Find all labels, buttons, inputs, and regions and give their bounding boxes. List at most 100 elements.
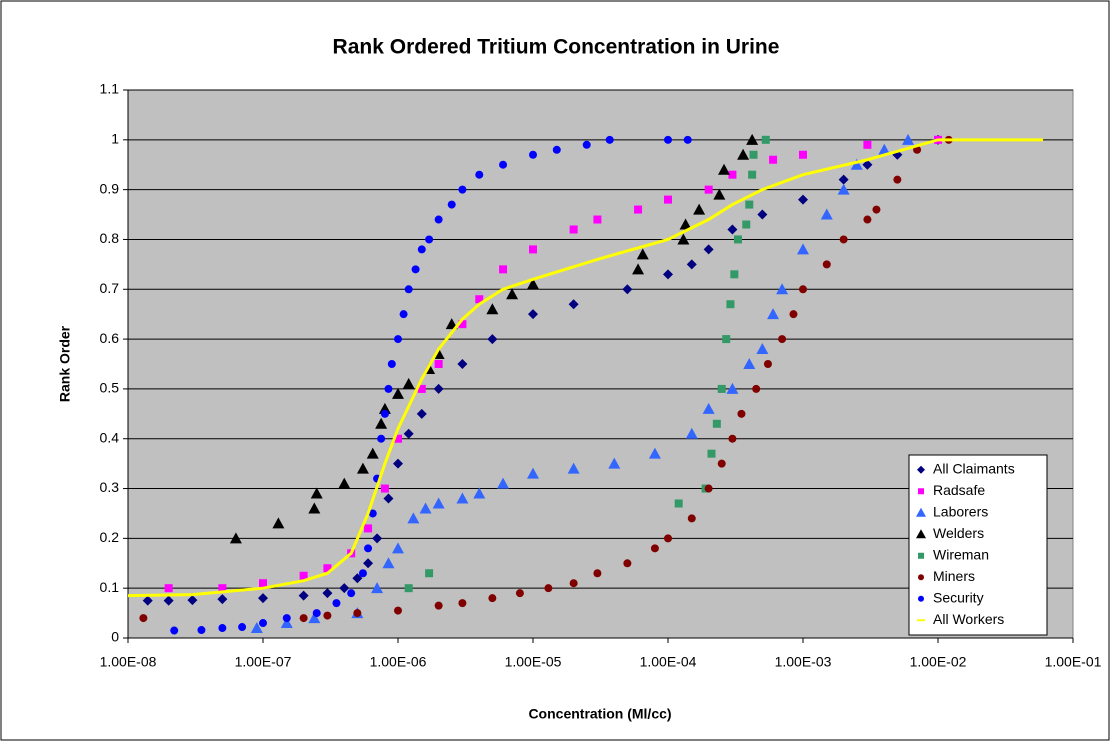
legend-marker (916, 507, 926, 517)
legend-marker (918, 552, 924, 559)
point (299, 571, 308, 580)
legend-marker (916, 529, 926, 539)
point (756, 343, 769, 355)
point (737, 409, 746, 418)
point (457, 359, 468, 369)
series (229, 133, 759, 544)
point (458, 320, 467, 329)
y-tick-label: 0.8 (100, 230, 120, 246)
x-tick-label: 1.00E-06 (370, 654, 427, 670)
point (371, 582, 384, 594)
point (686, 259, 697, 270)
y-tick-label: 0.4 (100, 429, 120, 445)
y-tick-label: 0.6 (100, 330, 120, 346)
point (332, 599, 341, 608)
point (488, 594, 497, 603)
point (737, 148, 750, 160)
point (432, 497, 445, 509)
point (259, 619, 267, 628)
point (394, 606, 402, 615)
point (142, 595, 153, 606)
y-tick-label: 0.7 (100, 280, 120, 296)
point (799, 150, 807, 159)
point (308, 612, 321, 624)
point (499, 160, 508, 169)
point (473, 487, 486, 499)
point (608, 457, 621, 469)
point (763, 360, 772, 368)
point (298, 590, 309, 601)
point (863, 140, 872, 149)
point (730, 270, 739, 279)
point (419, 502, 432, 514)
point (399, 310, 408, 319)
point (544, 584, 553, 593)
point (416, 408, 427, 419)
point (364, 524, 373, 533)
point (403, 428, 414, 439)
point (704, 484, 713, 493)
point (259, 579, 267, 588)
point (704, 185, 713, 194)
point (664, 195, 672, 204)
point (456, 492, 469, 504)
point (569, 225, 578, 234)
point (308, 502, 321, 514)
point (323, 611, 332, 620)
y-tick-label: 0 (111, 629, 119, 645)
x-axis-label: Concentration (Ml/cc) (528, 706, 671, 722)
point (218, 584, 227, 593)
point (702, 402, 715, 414)
series (127, 138, 1044, 598)
point (743, 358, 756, 369)
legend-marker (918, 595, 924, 602)
point (347, 589, 356, 598)
point (677, 233, 690, 245)
point (394, 434, 402, 443)
series (250, 133, 915, 634)
point (417, 245, 426, 254)
point (299, 614, 308, 623)
point (380, 484, 389, 493)
point (272, 517, 285, 529)
point (722, 335, 731, 344)
point (593, 215, 602, 224)
point (164, 584, 173, 593)
point (382, 557, 395, 569)
point (380, 409, 389, 418)
point (527, 467, 539, 479)
point (797, 243, 809, 255)
legend-label: Welders (933, 525, 984, 541)
point (605, 135, 614, 144)
x-tick-label: 1.00E-07 (235, 654, 292, 670)
series (139, 135, 953, 623)
point (353, 609, 362, 618)
point (850, 158, 863, 170)
point (366, 447, 379, 459)
point (322, 588, 333, 599)
point (718, 163, 731, 175)
point (197, 626, 206, 635)
point (650, 544, 659, 553)
point (486, 303, 499, 315)
point (392, 387, 404, 399)
point (552, 145, 561, 154)
point (356, 462, 369, 474)
point (717, 384, 726, 393)
legend: All Claimants Radsafe Laborers Welders Wirem… (908, 454, 1048, 636)
legend-label: All Claimants (933, 460, 1015, 476)
point (368, 509, 377, 518)
point (411, 265, 420, 274)
point (377, 434, 386, 443)
point (394, 335, 402, 344)
point (433, 383, 444, 394)
point (384, 384, 393, 393)
y-tick-label: 1 (111, 131, 119, 147)
y-tick-label: 0.9 (100, 180, 120, 196)
point (310, 487, 323, 499)
point (778, 335, 787, 344)
legend-label: Laborers (933, 503, 988, 519)
point (863, 215, 872, 224)
point (487, 334, 498, 345)
